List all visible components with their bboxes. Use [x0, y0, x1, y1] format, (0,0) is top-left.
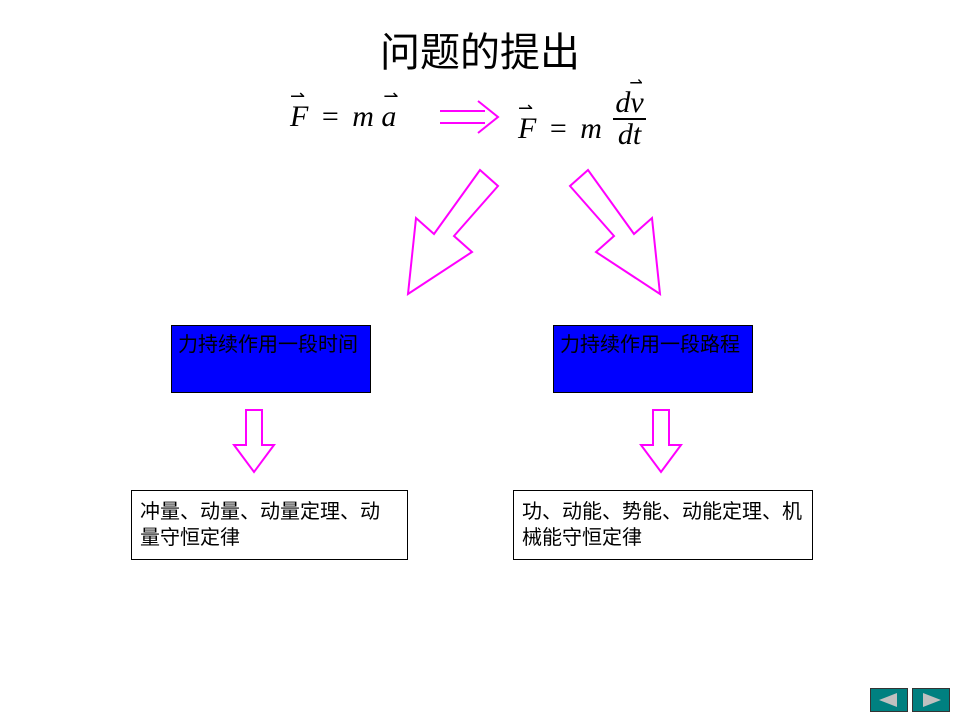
arrow-small-right — [0, 0, 960, 720]
box-work-energy: 功、动能、势能、动能定理、机械能守恒定律 — [513, 490, 813, 560]
triangle-right-icon — [913, 689, 949, 711]
triangle-left-icon — [871, 689, 907, 711]
box-impulse-momentum: 冲量、动量、动量定理、动量守恒定律 — [131, 490, 408, 560]
prev-button[interactable] — [870, 688, 908, 712]
next-button[interactable] — [912, 688, 950, 712]
